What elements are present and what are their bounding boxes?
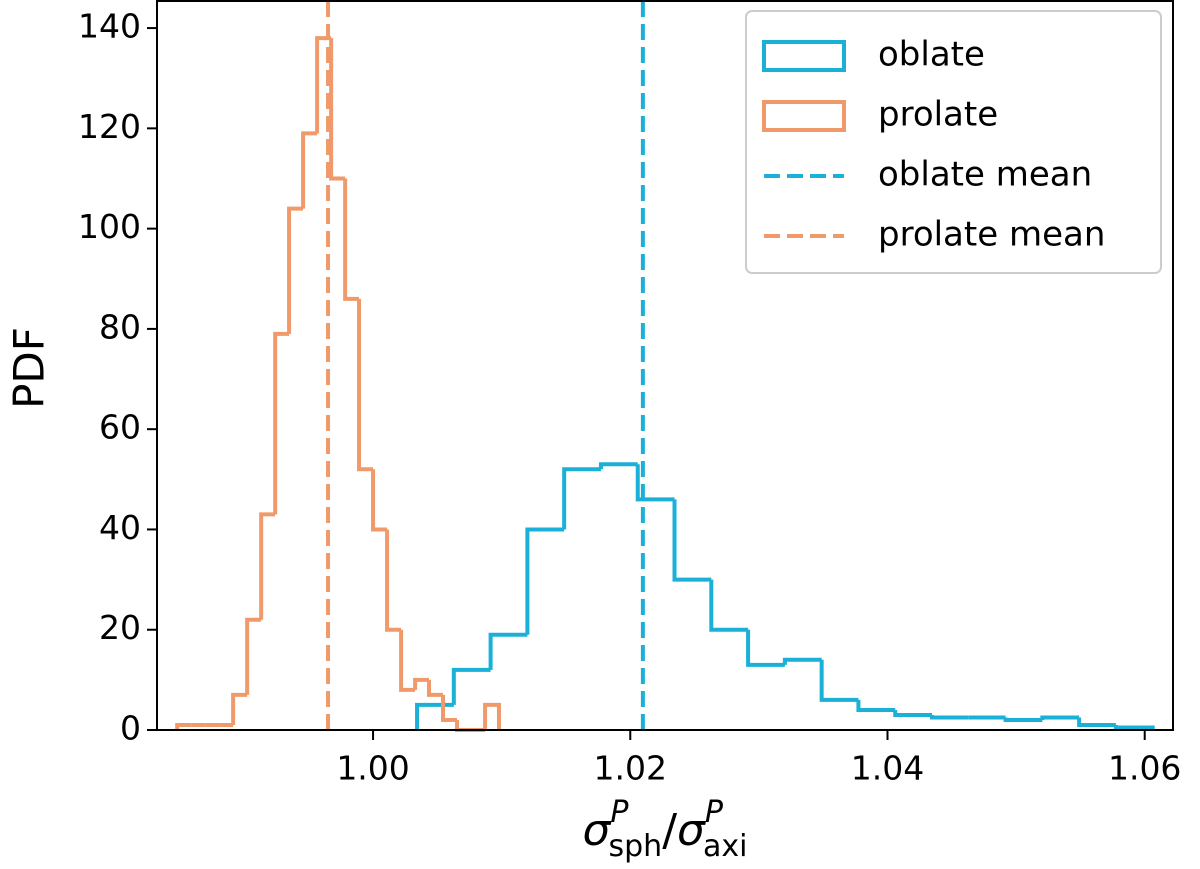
histogram-bin [427,679,444,697]
histogram-bin [562,467,601,530]
histogram-bin [929,714,969,720]
histogram-bin [413,677,430,690]
histogram-bin [1003,717,1043,722]
x-tick-label: 1.04 [851,749,924,788]
histogram-bin [782,657,822,665]
histogram-bin [672,499,712,582]
legend-label: prolate [878,95,998,135]
histogram-bin [245,617,262,695]
histogram-bin [483,702,501,730]
y-tick-label: 0 [120,709,141,748]
x-tick-label: 1.06 [1108,749,1181,788]
histogram-bin [1077,717,1116,727]
histogram-bin [385,529,402,632]
histogram-bin [1040,715,1080,720]
histogram-bin [455,719,472,732]
x-label-sup: P [705,795,724,830]
y-tick-label: 80 [99,307,141,346]
legend-label: oblate mean [878,155,1092,195]
histogram-bin [301,131,318,209]
plot-frame [156,0,1174,731]
y-tick-label: 100 [78,207,141,246]
x-tick-label: 1.02 [594,749,667,788]
y-tick-label: 140 [78,7,141,46]
histogram-bin [819,659,859,702]
histogram-bin [525,527,565,635]
histogram-bin [259,512,276,620]
histogram-bin [371,469,388,532]
x-label-symbol: σ [583,805,612,856]
y-axis-label: PDF [5,327,54,409]
histogram-bin [709,579,749,632]
x-label-sub: axi [703,829,747,864]
x-axis-label: σP sph/σP axi [583,795,748,864]
x-label-sub: sph [609,829,663,864]
histogram-bin [893,709,932,717]
x-label-separator: / [662,805,677,856]
legend-box [745,10,1162,274]
histogram-bin [488,632,528,670]
histogram-bin [273,331,290,515]
histogram-bin [357,298,374,472]
histogram-bin [746,629,785,667]
histogram-bin [1113,724,1155,730]
y-tick-label: 60 [99,408,141,447]
histogram-bin [598,462,638,470]
histogram-bin [343,178,360,301]
histogram-bin [329,38,346,181]
histogram-bin [451,667,491,705]
y-tick-label: 20 [99,608,141,647]
y-tick-label: 40 [99,508,141,547]
legend-patch [762,40,846,72]
y-tick-label: 120 [78,107,141,146]
x-label-symbol: σ [677,805,706,856]
histogram-bin [231,692,248,725]
histogram-bin [635,464,675,502]
legend-label: prolate mean [878,215,1105,255]
histogram-bin [415,702,454,730]
histogram-bin [175,722,192,730]
legend-patch [762,100,846,132]
histogram-bin [287,206,304,334]
histogram-bin [856,699,896,712]
legend-label: oblate [878,35,985,75]
histogram-bin [441,694,458,722]
histogram-bin [399,629,416,692]
x-label-sup: P [610,795,629,830]
x-tick-label: 1.00 [336,749,409,788]
